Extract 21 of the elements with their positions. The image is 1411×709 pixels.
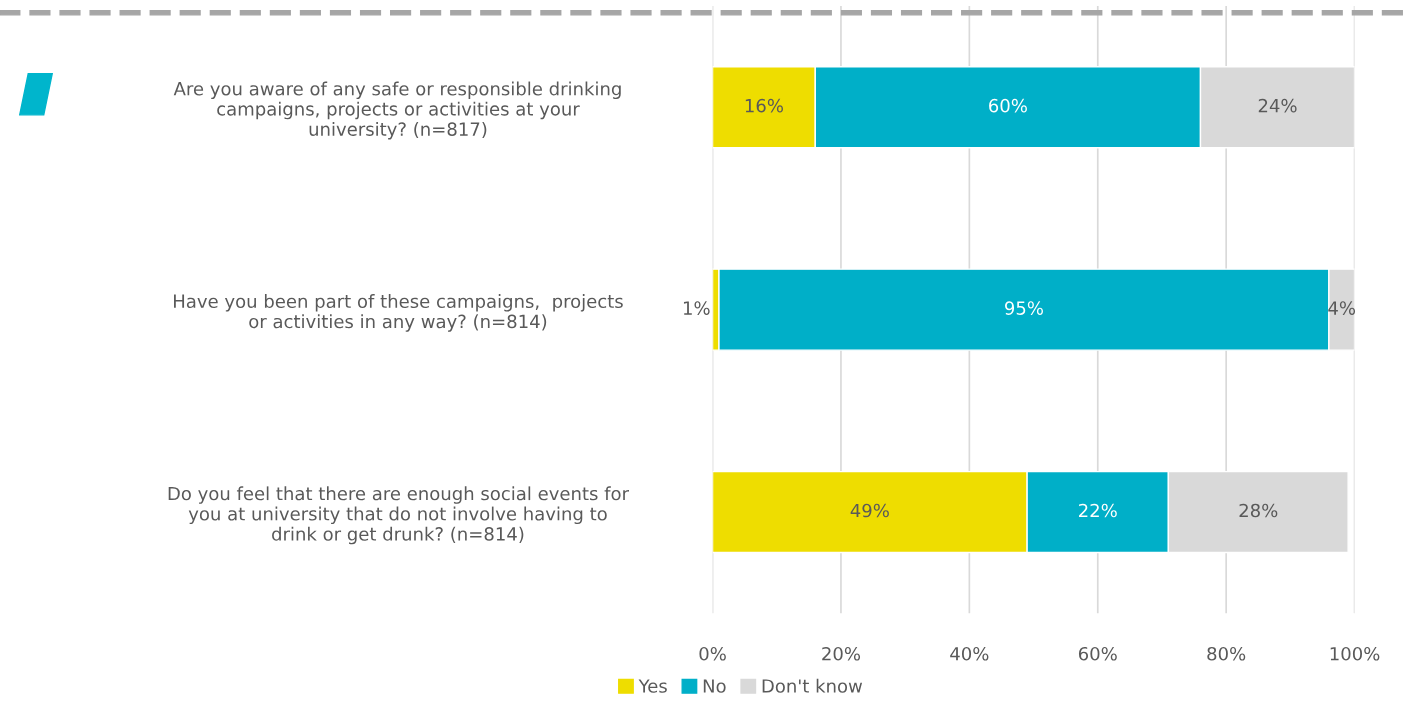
legend-label: Don't know — [762, 678, 863, 693]
x-tick-label: 100% — [1330, 646, 1380, 661]
data-label: 1% — [683, 301, 710, 315]
x-tick-label: 80% — [1207, 646, 1246, 661]
y-tick-label: Do you feel that there are enough social events for you at university that do not involve having to drink or get drunk? (n=814) — [168, 486, 630, 545]
x-tick-label: 20% — [822, 646, 861, 661]
data-label: 49% — [850, 503, 889, 518]
data-label: 95% — [1005, 301, 1043, 315]
data-label: 24% — [1258, 98, 1297, 113]
legend-label: No — [703, 679, 726, 693]
x-tick-label: 60% — [1078, 646, 1117, 661]
data-label: 22% — [1079, 503, 1117, 518]
y-tick-label: Are you aware of any safe or responsible drinking campaigns, projects or activities at your university? (n=817) — [173, 81, 621, 140]
y-tick-label: Have you been part of these campaigns, projects or activities in any way? (n=814) — [174, 294, 623, 332]
data-label: 4% — [1328, 301, 1356, 315]
data-label: 16% — [745, 98, 783, 113]
x-tick-label: 40% — [950, 646, 989, 661]
x-tick-label: 0% — [699, 646, 726, 661]
data-label: 28% — [1239, 503, 1278, 518]
data-label: 60% — [989, 98, 1027, 113]
legend-label: Yes — [638, 679, 667, 693]
